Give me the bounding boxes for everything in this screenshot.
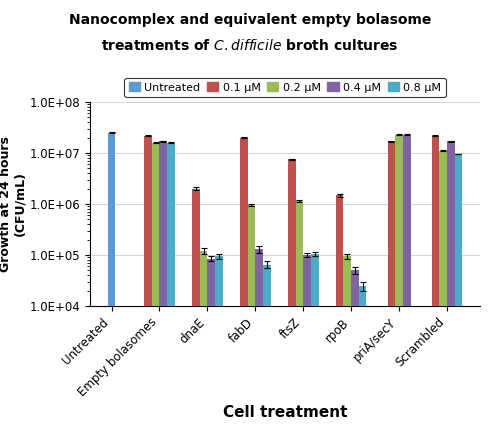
Bar (351, 270, 359, 425)
Bar (454, 154, 462, 425)
Bar (160, 141, 167, 425)
Text: Nanocomplex and equivalent empty bolasome: Nanocomplex and equivalent empty bolasom… (69, 13, 431, 27)
Bar (296, 201, 303, 425)
Bar (200, 251, 207, 425)
Bar (144, 136, 152, 425)
Bar (432, 136, 440, 425)
Text: treatments of $\it{C. difficile}$ broth cultures: treatments of $\it{C. difficile}$ broth … (102, 38, 399, 53)
Bar (388, 141, 395, 425)
Bar (108, 133, 116, 425)
Bar (359, 286, 366, 425)
Bar (240, 138, 248, 425)
Y-axis label: Growth at 24 hours
(CFU/mL): Growth at 24 hours (CFU/mL) (0, 136, 26, 272)
X-axis label: Cell treatment: Cell treatment (223, 405, 347, 420)
Bar (447, 141, 454, 425)
Bar (263, 264, 270, 425)
Bar (208, 258, 215, 425)
Bar (152, 143, 160, 425)
Bar (344, 256, 351, 425)
Bar (256, 249, 263, 425)
Bar (311, 254, 318, 425)
Bar (215, 256, 222, 425)
Bar (303, 255, 311, 425)
Bar (440, 151, 447, 425)
Bar (288, 159, 296, 425)
Bar (248, 205, 256, 425)
Bar (395, 135, 403, 425)
Bar (167, 143, 175, 425)
Legend: Untreated, 0.1 μM, 0.2 μM, 0.4 μM, 0.8 μM: Untreated, 0.1 μM, 0.2 μM, 0.4 μM, 0.8 μ… (124, 78, 446, 97)
Bar (403, 135, 410, 425)
Bar (192, 189, 200, 425)
Bar (336, 195, 344, 425)
